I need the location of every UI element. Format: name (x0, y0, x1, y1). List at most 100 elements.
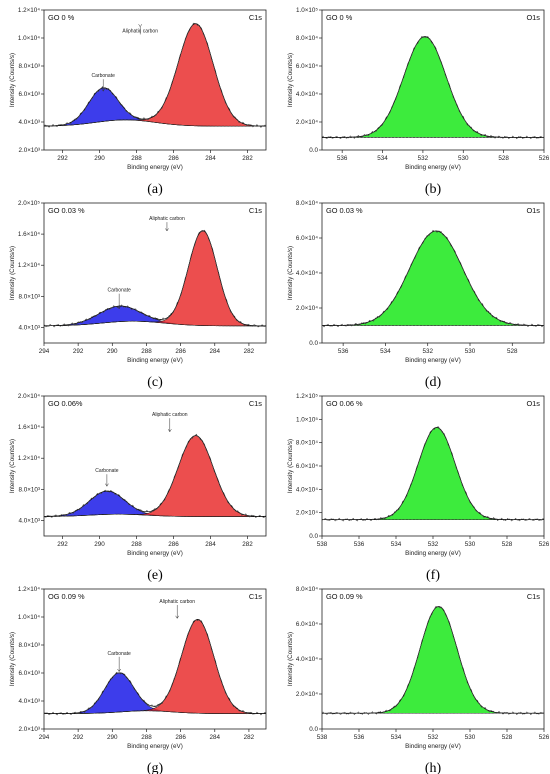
x-tick-label: 288 (131, 541, 142, 548)
y-tick-label: 2.0×10⁴ (18, 393, 40, 400)
x-tick-label: 290 (107, 734, 118, 741)
y-tick-label: 4.0×10³ (18, 119, 40, 126)
peak-annotation: Carbonate (92, 73, 116, 79)
x-tick-label: 528 (507, 348, 518, 355)
panel-letter: (a) (147, 182, 163, 197)
sample-label: GO 0.06% (48, 399, 83, 408)
peak-annotation: Aliphatic carbon (149, 216, 185, 222)
y-axis-label: Intensity (Counts/s) (287, 53, 294, 107)
y-tick-label: 8.0×10⁴ (296, 200, 318, 207)
y-tick-label: 1.2×10⁴ (18, 455, 40, 462)
x-axis-label: Binding energy (eV) (127, 550, 183, 557)
sample-label: GO 0 % (326, 13, 353, 22)
peak-annotation: Carbonate (107, 288, 131, 294)
x-tick-label: 530 (465, 541, 476, 548)
y-tick-label: 8.0×10⁴ (296, 440, 318, 447)
raw-spectrum-line (43, 22, 267, 128)
x-tick-label: 534 (380, 348, 391, 355)
sample-label: GO 0.09 % (326, 592, 363, 601)
y-tick-label: 2.0×10⁵ (18, 200, 40, 207)
y-tick-label: 6.0×10⁴ (296, 463, 318, 470)
y-tick-label: 1.2×10⁴ (18, 7, 40, 14)
x-axis-label: Binding energy (eV) (405, 550, 461, 557)
x-tick-label: 292 (73, 348, 84, 355)
annotation-arrow-head (117, 668, 121, 673)
y-tick-label: 4.0×10³ (18, 517, 40, 524)
y-tick-label: 2.0×10³ (18, 147, 40, 154)
y-tick-label: 1.0×10⁴ (18, 35, 40, 42)
sample-label: OG 0.09 % (48, 592, 85, 601)
x-tick-label: 288 (131, 155, 142, 162)
sample-label: GO 0.03 % (48, 206, 85, 215)
x-tick-label: 290 (94, 155, 105, 162)
y-tick-label: 4.0×10⁴ (296, 656, 318, 663)
y-axis-label: Intensity (Counts/s) (9, 439, 16, 493)
chart-panel: 292 290 288 286 284 282 2.0×10³ 4.0×10³ 6.0×10³ 8… (9, 7, 267, 197)
x-tick-label: 286 (168, 541, 179, 548)
baseline-line (43, 119, 266, 127)
y-tick-label: 0.0 (309, 147, 318, 154)
y-axis-label: Intensity (Counts/s) (9, 53, 16, 107)
x-tick-label: 530 (465, 734, 476, 741)
x-tick-label: 284 (210, 734, 221, 741)
sample-label: GO 0.06 % (326, 399, 363, 408)
x-tick-label: 284 (205, 541, 216, 548)
panel-letter: (c) (147, 375, 163, 390)
y-tick-label: 8.0×10⁴ (296, 35, 318, 42)
plot-frame (43, 9, 267, 151)
x-tick-label: 292 (57, 541, 68, 548)
x-tick-label: 532 (422, 348, 433, 355)
x-tick-label: 534 (377, 155, 388, 162)
chart-panel: 294 292 290 288 286 284 282 4.0×10³ 8.0×10³ 1.2×1… (9, 200, 267, 390)
y-tick-label: 2.0×10⁴ (296, 119, 318, 126)
x-tick-label: 530 (458, 155, 469, 162)
x-tick-label: 526 (539, 155, 550, 162)
x-tick-label: 292 (73, 734, 84, 741)
peak-annotation: Carbonate (107, 651, 131, 657)
annotation-arrow-head (101, 88, 106, 92)
annotation-arrow-head (175, 615, 180, 619)
x-tick-label: 534 (391, 541, 402, 548)
y-tick-label: 4.0×10³ (18, 698, 40, 705)
x-tick-label: 528 (502, 734, 513, 741)
y-tick-label: 6.0×10⁴ (296, 235, 318, 242)
x-tick-label: 526 (539, 541, 550, 548)
x-tick-label: 538 (317, 541, 328, 548)
envelope-line (322, 230, 545, 326)
x-tick-label: 282 (244, 348, 255, 355)
y-tick-label: 2.0×10⁴ (296, 691, 318, 698)
y-tick-label: 4.0×10⁴ (296, 270, 318, 277)
peak-annotation: Aliphatic carbon (159, 599, 195, 605)
x-axis-label: Binding energy (eV) (127, 164, 183, 171)
peak-annotation: Aliphatic carbon (152, 412, 188, 418)
y-tick-label: 6.0×10³ (18, 91, 40, 98)
x-tick-label: 282 (242, 541, 253, 548)
y-axis-label: Intensity (Counts/s) (287, 632, 294, 686)
y-tick-label: 2.0×10³ (18, 726, 40, 733)
annotation-arrow-head (138, 24, 143, 28)
panel-letter: (e) (147, 568, 163, 583)
panel-letter: (d) (425, 375, 442, 390)
raw-spectrum-line (321, 426, 545, 522)
x-tick-label: 294 (39, 734, 50, 741)
x-tick-label: 288 (141, 734, 152, 741)
y-tick-label: 1.6×10⁴ (18, 424, 40, 431)
y-tick-label: 8.0×10³ (18, 293, 40, 300)
annotation-arrow-head (165, 228, 169, 232)
raw-spectrum-line (43, 229, 267, 328)
x-tick-label: 526 (539, 734, 550, 741)
x-tick-label: 290 (94, 541, 105, 548)
y-tick-label: 1.0×10⁵ (296, 416, 318, 423)
annotation-arrow-head (105, 483, 109, 487)
x-tick-label: 294 (39, 348, 50, 355)
x-tick-label: 532 (418, 155, 429, 162)
y-tick-label: 8.0×10³ (18, 642, 40, 649)
core-level-label: O1s (526, 206, 540, 215)
annotation-arrow-head (167, 429, 172, 433)
y-tick-label: 6.0×10³ (18, 670, 40, 677)
y-tick-label: 0.0 (309, 340, 318, 347)
chart-panel: 294 292 290 288 286 284 282 2.0×10³ 4.0×10³ 6.0×1… (9, 586, 267, 774)
y-tick-label: 4.0×10⁴ (296, 486, 318, 493)
annotation-arrow-head (117, 306, 121, 310)
